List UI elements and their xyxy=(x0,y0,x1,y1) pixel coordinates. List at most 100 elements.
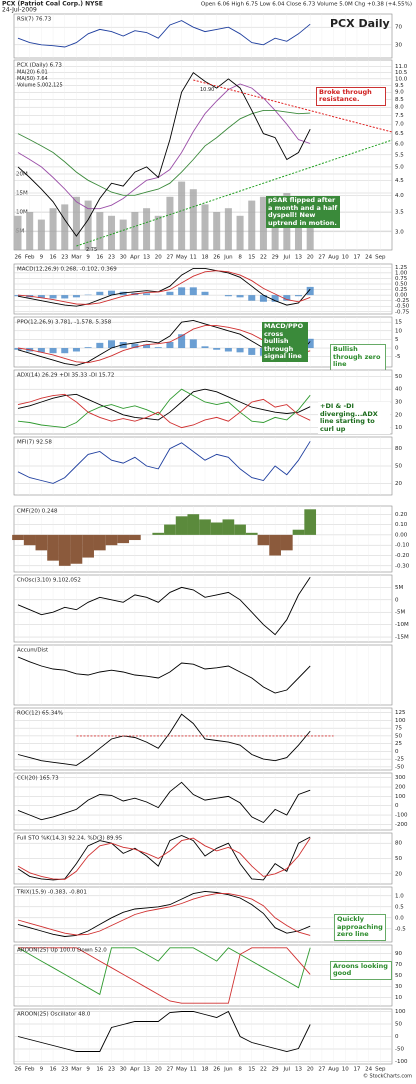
x-tick-label: 30 xyxy=(120,1067,127,1073)
panel xyxy=(14,708,392,770)
x-tick-label: 23 xyxy=(61,255,68,261)
panel-label: ChOsc(3,10) 9,102,052 xyxy=(17,578,81,584)
y-tick-label: 30 xyxy=(395,42,402,48)
bar xyxy=(166,342,173,348)
panel-label: ADX(14) 26.29 +DI 35.33 -DI 15.72 xyxy=(17,373,114,379)
annotation-text: MACD/PPO cross bullish through signal li… xyxy=(262,322,308,362)
bar xyxy=(201,204,208,250)
bar xyxy=(307,287,314,295)
y-tick-label: -0.10 xyxy=(395,543,410,549)
x-tick-label: 20 xyxy=(307,255,314,261)
x-tick-label: 16 xyxy=(50,255,57,261)
panel-label: AROON(25) Up 100.0 Down 52.0 xyxy=(17,948,107,954)
bar xyxy=(143,293,150,295)
x-tick-label: 26 xyxy=(15,1067,22,1073)
panel-label: TRIX(15,9) -0.383, -0.801 xyxy=(16,890,87,896)
y-tick-label: 90 xyxy=(395,951,402,957)
bar xyxy=(225,208,232,250)
legend-label: MA(50) 7.64 xyxy=(17,76,48,82)
y-tick-label: 9.5 xyxy=(395,83,404,89)
area-bar xyxy=(106,535,118,545)
x-tick-label: Jul xyxy=(282,1067,290,1073)
y-tick-label: 50 xyxy=(395,856,402,862)
panel-label: ROC(12) 65.34% xyxy=(17,711,63,717)
x-tick-label: 29 xyxy=(272,1067,279,1073)
x-tick-label: Sep xyxy=(375,255,386,261)
source: © StockCharts.com xyxy=(363,1073,412,1080)
annotation: pSAR flipped after a month and a half dy… xyxy=(266,196,340,236)
y-tick-label: 0 xyxy=(395,749,399,755)
bar xyxy=(166,292,173,295)
bar xyxy=(131,212,138,250)
area-bar xyxy=(47,535,59,561)
bar xyxy=(213,348,220,350)
y-tick-label: 125 xyxy=(395,710,406,716)
y-tick-label: -5 xyxy=(395,354,401,360)
x-tick-label: 16 xyxy=(50,1067,57,1073)
x-tick-label: May xyxy=(176,255,188,261)
y-tick-label: 30 xyxy=(395,400,402,406)
bar xyxy=(73,197,80,250)
annotation: Aroons looking good xyxy=(330,960,392,1000)
legend-label: Volume 5,002,125 xyxy=(17,83,63,89)
y-tick-label: 15 xyxy=(395,320,402,326)
x-tick-label: Mar xyxy=(71,1067,82,1073)
x-tick-label: May xyxy=(176,1067,188,1073)
panel-label: Full STO %K(14,3) 92.24, %D(3) 89.95 xyxy=(17,836,123,842)
y-tick-label: -15M xyxy=(395,635,409,641)
y-tick-label: 10.5 xyxy=(395,70,408,76)
x-tick-label: 20 xyxy=(155,1067,162,1073)
annotation-text: Bullish through zero line xyxy=(330,344,386,371)
x-tick-label: 20 xyxy=(155,255,162,261)
bar xyxy=(38,220,45,250)
quote: Open 6.06 High 6.75 Low 6.04 Close 6.73 … xyxy=(201,2,412,8)
y-tick-label: 10 xyxy=(395,995,402,1001)
y-tick-label: 0 xyxy=(395,803,399,809)
x-tick-label: Aug xyxy=(328,1067,339,1073)
bar xyxy=(225,295,232,296)
x-tick-label: 23 xyxy=(108,255,115,261)
y-tick-label: 7.0 xyxy=(395,122,404,128)
bar xyxy=(248,295,255,301)
area-bar xyxy=(164,525,176,535)
x-tick-label: 23 xyxy=(108,1067,115,1073)
legend-label: MA(20) 6.01 xyxy=(17,70,48,76)
x-tick-label: 10 xyxy=(342,255,349,261)
panel-label: MFI(7) 92.58 xyxy=(17,440,52,446)
bar xyxy=(248,348,255,355)
x-tick-label: Jun xyxy=(223,1067,233,1073)
annotation: MACD/PPO cross bullish through signal li… xyxy=(262,322,308,362)
bar xyxy=(50,348,57,353)
bar xyxy=(50,295,57,298)
y-tick-label: -0.75 xyxy=(395,309,410,315)
y-tick-label: 75 xyxy=(395,726,402,732)
x-tick-label: 26 xyxy=(213,255,220,261)
x-tick-label: 27 xyxy=(318,255,325,261)
x-tick-label: 18 xyxy=(202,255,209,261)
y-tick-label: 3.5 xyxy=(395,210,404,216)
y-tick-label: 4.5 xyxy=(395,178,404,184)
y-tick-label: 10 xyxy=(395,328,402,334)
y-tick-label: 200 xyxy=(395,785,406,791)
annotation-text: +DI & -DI diverging...ADX line starting … xyxy=(318,402,390,434)
x-tick-label: 30 xyxy=(120,255,127,261)
y-tick-label: 9.0 xyxy=(395,90,404,96)
y-tick-label: 5 xyxy=(395,337,399,343)
x-tick-label: Apr xyxy=(130,255,140,261)
area-bar xyxy=(94,535,106,550)
y-tick-label: 50 xyxy=(395,973,402,979)
y-tick-label: 0 xyxy=(395,597,399,603)
x-tick-label: 26 xyxy=(15,255,22,261)
bar xyxy=(61,295,68,298)
y-tick-label: 0.0 xyxy=(395,915,404,921)
y-tick-label: 50 xyxy=(395,733,402,739)
y-tick-label: -100 xyxy=(395,1059,408,1065)
bar xyxy=(248,201,255,250)
y-tick-label: 40 xyxy=(395,387,402,393)
x-tick-label: Apr xyxy=(130,1067,140,1073)
y-tick-label: 50 xyxy=(395,1022,402,1028)
bar xyxy=(143,208,150,250)
y-tick-label: 1.0 xyxy=(395,893,404,899)
x-tick-label: 18 xyxy=(202,1067,209,1073)
